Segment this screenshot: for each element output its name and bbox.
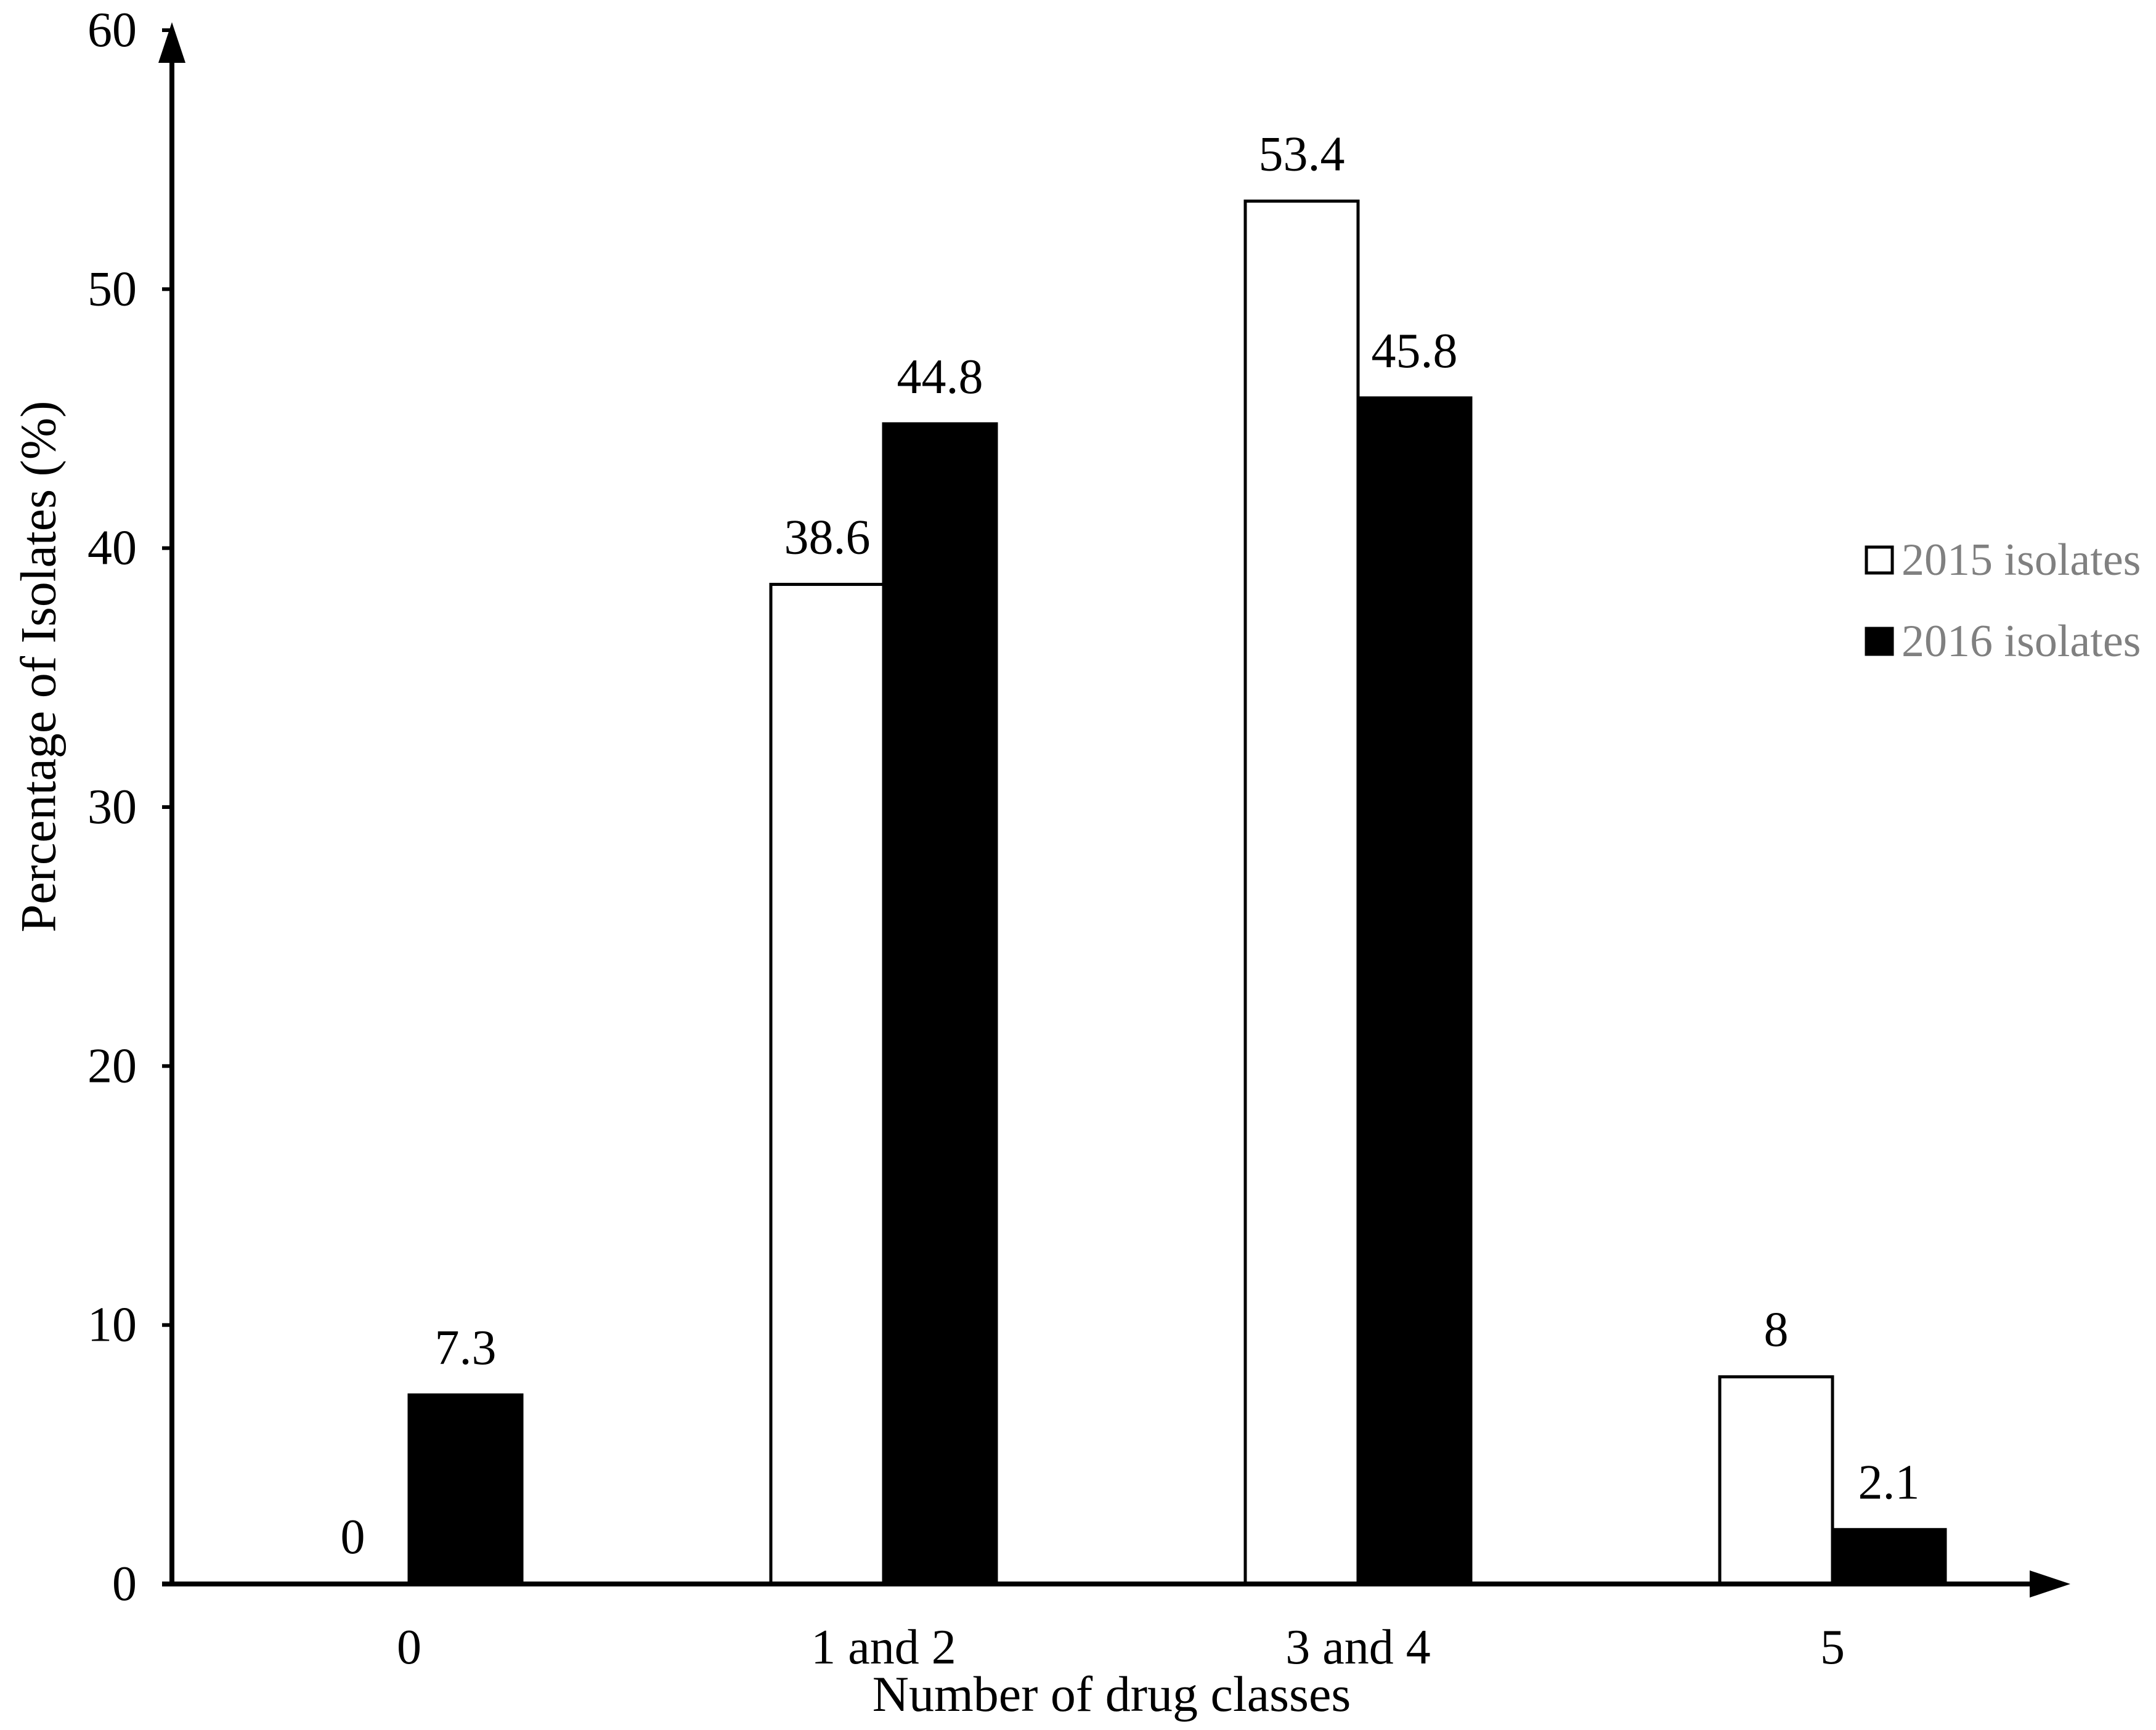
legend: 2015 isolates 2016 isolates: [1865, 535, 2141, 667]
bar-2015-isolates-3-and-4: [1243, 199, 1360, 1586]
bar-2016-isolates-5: [1831, 1528, 1947, 1586]
legend-swatch-2016-isolates: [1865, 627, 1894, 656]
data-label-2016-isolates-0: 7.3: [435, 1321, 497, 1375]
y-tick-label: 10: [87, 1298, 137, 1352]
y-tick-label: 50: [87, 262, 137, 316]
data-label-2016-isolates-1-and-2: 44.8: [897, 350, 983, 404]
y-axis: 0 10 20 30 40 50 60: [87, 3, 185, 1611]
x-tick-label-1-and-2: 1 and 2: [811, 1620, 956, 1675]
data-label-2016-isolates-5: 2.1: [1858, 1456, 1920, 1510]
y-tick-label: 20: [87, 1039, 137, 1093]
x-axis-title: Number of drug classes: [873, 1666, 1351, 1722]
data-label-2015-isolates-3-and-4: 53.4: [1259, 127, 1345, 181]
data-label-2016-isolates-3-and-4: 45.8: [1372, 324, 1458, 378]
y-ticks: 0 10 20 30 40 50 60: [87, 3, 172, 1611]
data-label-2015-isolates-5: 8: [1764, 1303, 1789, 1357]
y-axis-title: Percentage of Isolates (%): [10, 401, 67, 933]
y-tick-label: 0: [112, 1557, 137, 1611]
x-tick-label-0: 0: [397, 1620, 421, 1675]
bar-2015-isolates-1-and-2: [769, 583, 885, 1586]
x-axis: 0 1 and 2 3 and 4 5: [162, 1570, 2070, 1675]
data-label-2015-isolates-1-and-2: 38.6: [784, 511, 871, 565]
y-axis-arrow-icon: [158, 22, 185, 63]
legend-label-2016-isolates: 2016 isolates: [1902, 616, 2141, 667]
y-tick-label: 40: [87, 521, 137, 575]
data-label-2015-isolates-0: 0: [341, 1510, 365, 1564]
y-tick-label: 30: [87, 780, 137, 834]
x-ticks: 0 1 and 2 3 and 4 5: [397, 1620, 1845, 1675]
y-tick-label: 60: [87, 3, 137, 57]
x-axis-arrow-icon: [2030, 1570, 2070, 1598]
data-labels-group: 0 38.6 53.4 8 7.3 44.8 45.8 2.1: [341, 127, 1920, 1564]
x-tick-label-5: 5: [1820, 1620, 1845, 1675]
bar-2016-isolates-0: [407, 1393, 524, 1586]
legend-label-2015-isolates: 2015 isolates: [1902, 535, 2141, 585]
legend-swatch-2015-isolates: [1865, 545, 1894, 575]
bar-2016-isolates-1-and-2: [882, 422, 998, 1586]
x-tick-label-3-and-4: 3 and 4: [1285, 1620, 1431, 1675]
bars-group: [407, 199, 1947, 1586]
bar-2016-isolates-3-and-4: [1356, 396, 1473, 1586]
bar-2015-isolates-5: [1718, 1375, 1834, 1586]
